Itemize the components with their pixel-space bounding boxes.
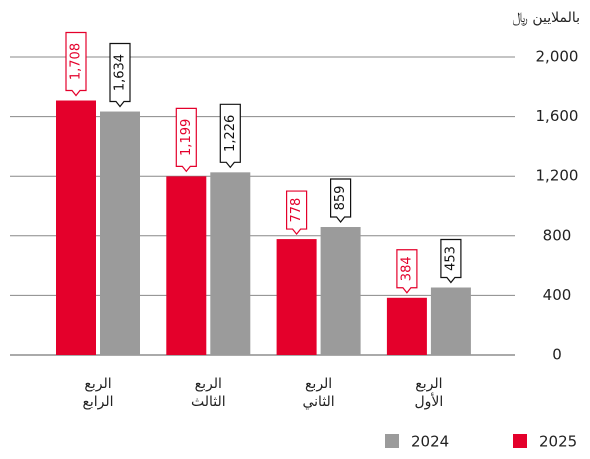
bar [210, 172, 251, 355]
label-box [330, 178, 352, 223]
value-label: 1,199 [179, 119, 194, 156]
bar [166, 176, 207, 355]
y-tick-label: 800 [543, 226, 572, 244]
x-tick-label: الربع الأول [414, 376, 443, 410]
value-label: 1,634 [113, 54, 128, 91]
bar [56, 100, 96, 356]
y-tick-label: 0 [552, 346, 562, 364]
value-label: 384 [399, 256, 414, 281]
y-tick-label: 2,000 [536, 48, 579, 66]
bar [430, 287, 471, 355]
legend-swatch [385, 434, 399, 448]
value-label: 1,226 [223, 115, 238, 152]
bar [386, 297, 427, 355]
legend-swatch [513, 434, 527, 448]
label-box [440, 238, 462, 284]
legend-label: 2025 [539, 433, 577, 451]
label-box [219, 103, 241, 169]
bar [100, 111, 140, 355]
y-tick-label: 1,200 [536, 167, 579, 185]
label-box [175, 107, 197, 173]
label-box [286, 190, 308, 236]
unit-label: بالملايين ﷼ [512, 10, 580, 26]
value-label: 1,708 [69, 43, 84, 80]
label-box [396, 249, 418, 294]
x-tick-label: الربع الثالث [191, 376, 226, 410]
x-tick-label: الربع الرابع [82, 376, 113, 410]
x-tick-label: الربع الثاني [302, 376, 334, 410]
value-label: 859 [333, 186, 348, 211]
legend-label: 2024 [411, 433, 449, 451]
bar [276, 239, 317, 355]
y-tick-label: 1,600 [536, 107, 579, 125]
value-label: 453 [443, 246, 458, 271]
y-tick-label: 400 [543, 286, 572, 304]
value-label: 778 [289, 198, 304, 223]
bar [320, 227, 361, 355]
label-box [65, 31, 87, 97]
label-box [109, 42, 131, 108]
